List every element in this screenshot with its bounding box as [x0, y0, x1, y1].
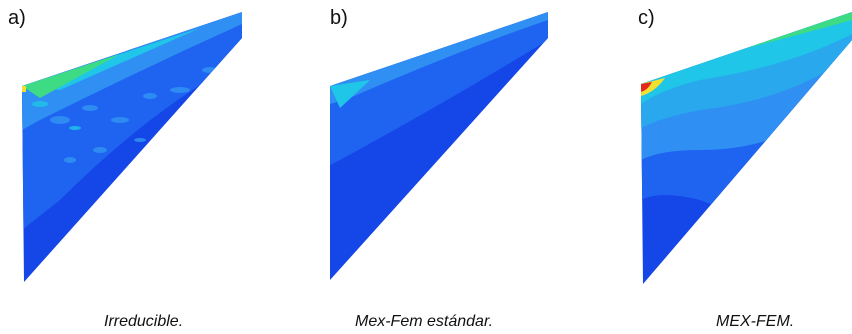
- panel-c-contour: [641, 12, 852, 284]
- panel-b-caption: Mex-Fem estándar.: [355, 313, 494, 330]
- panel-c-label: c): [638, 7, 655, 29]
- panel-a-caption: Irreducible.: [104, 313, 184, 330]
- panel-b-contour: [330, 12, 548, 280]
- panel-a-label: a): [8, 7, 26, 29]
- panel-a-contour: [22, 12, 242, 282]
- panel-b-label: b): [330, 7, 348, 29]
- panel-c-caption: MEX-FEM.: [716, 313, 795, 330]
